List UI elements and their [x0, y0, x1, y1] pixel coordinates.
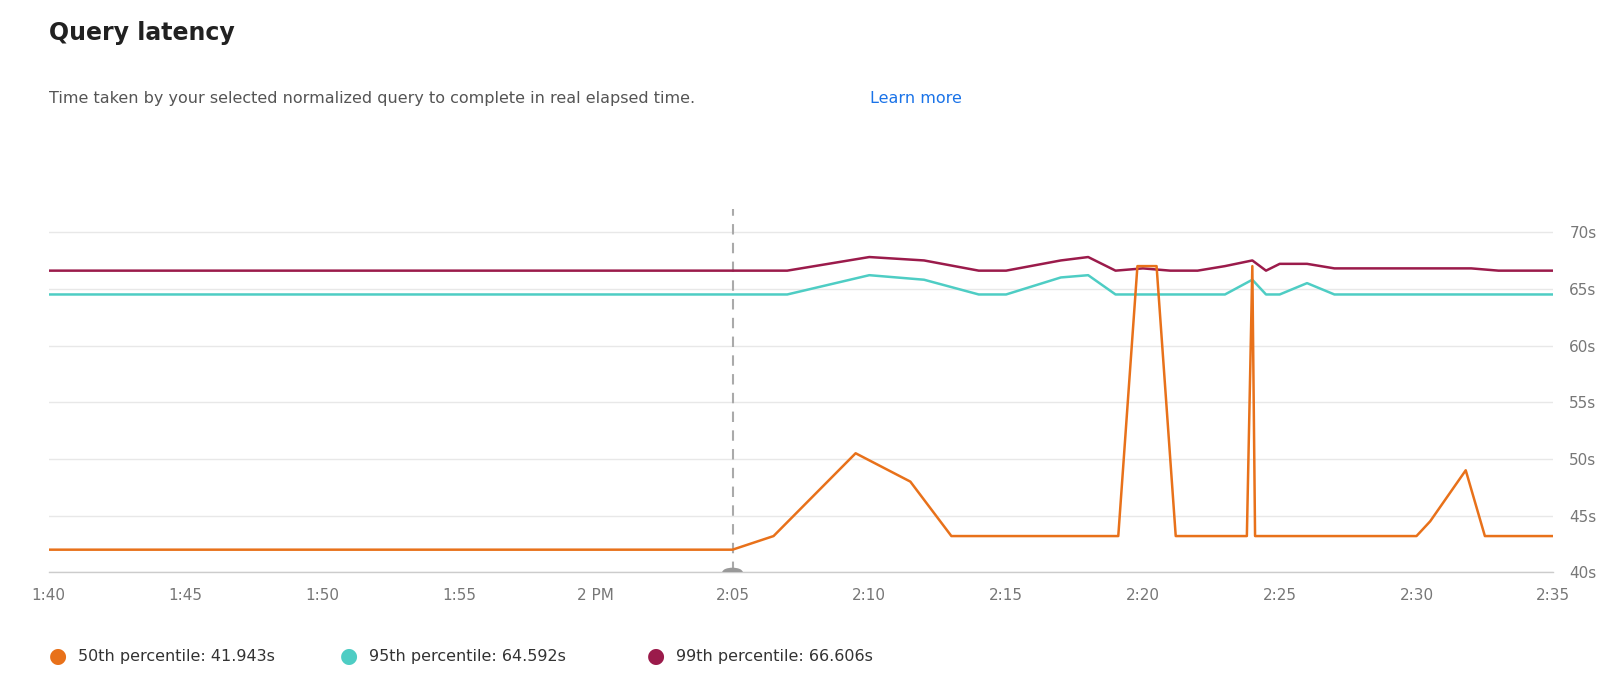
Text: Time taken by your selected normalized query to complete in real elapsed time.: Time taken by your selected normalized q…	[49, 91, 701, 105]
Circle shape	[723, 568, 743, 577]
Text: 50th percentile: 41.943s: 50th percentile: 41.943s	[78, 648, 275, 664]
Text: Query latency: Query latency	[49, 21, 235, 45]
Text: ●: ●	[647, 646, 665, 666]
Text: Learn more: Learn more	[870, 91, 963, 105]
Text: ●: ●	[340, 646, 358, 666]
Text: 95th percentile: 64.592s: 95th percentile: 64.592s	[369, 648, 566, 664]
Text: 99th percentile: 66.606s: 99th percentile: 66.606s	[676, 648, 874, 664]
Text: ●: ●	[49, 646, 66, 666]
